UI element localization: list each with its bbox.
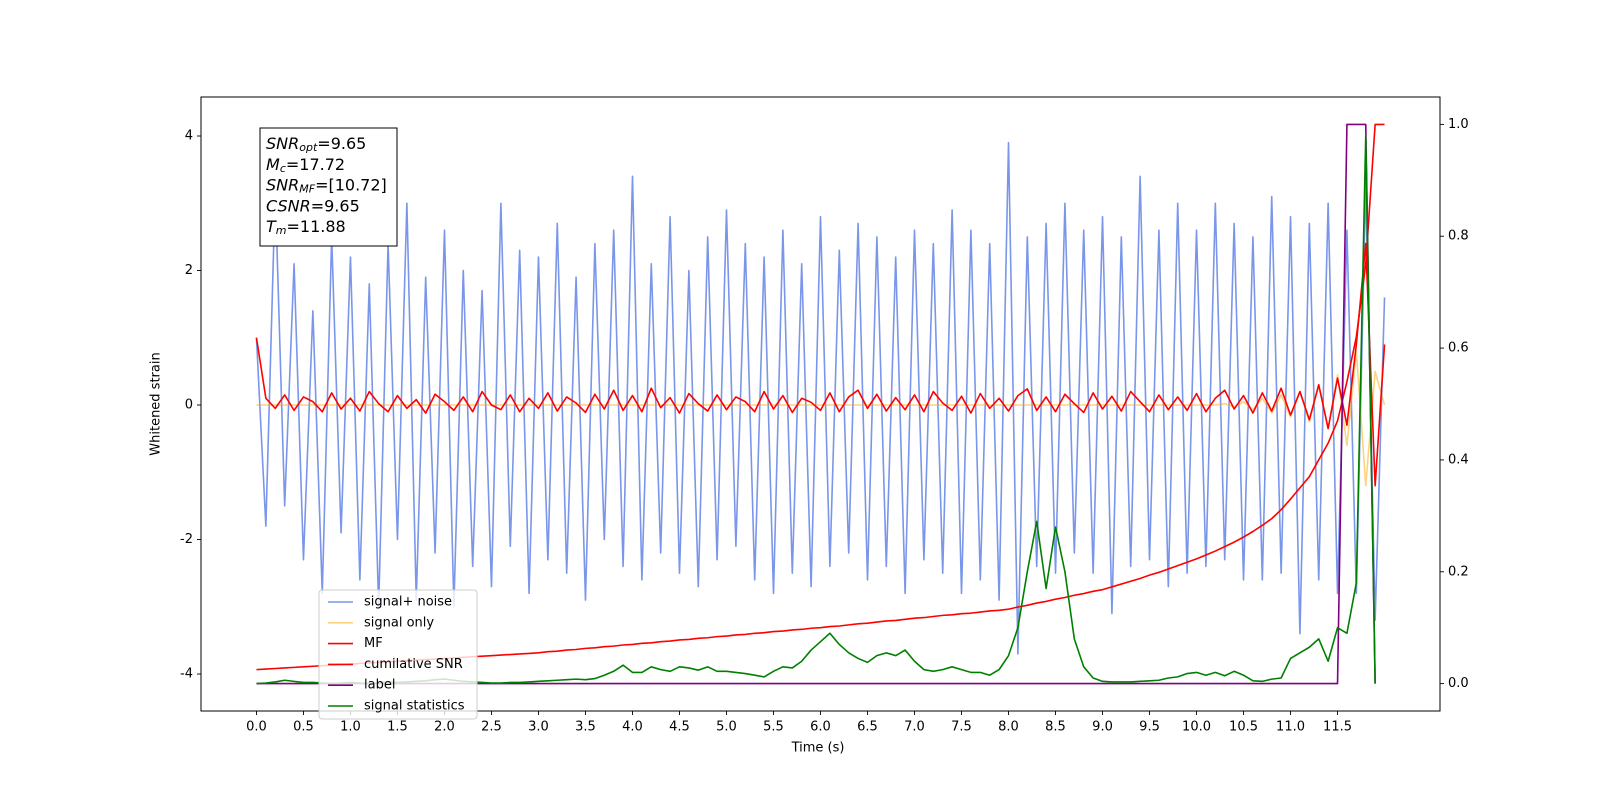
series-line xyxy=(256,350,1386,487)
x-tick-label: 3.0 xyxy=(528,720,549,735)
annotation-frame xyxy=(259,127,398,247)
x-tick-label: 0.5 xyxy=(293,720,314,735)
axes-frame xyxy=(200,96,1441,712)
x-tick-label: 6.5 xyxy=(857,720,878,735)
x-tick-label: 11.5 xyxy=(1323,720,1352,735)
x-tick-label: 2.5 xyxy=(481,720,502,735)
legend-label: MF xyxy=(364,636,383,651)
annotation-text: Tm=11.88 xyxy=(266,217,346,238)
annotation-value: =9.65 xyxy=(311,196,360,215)
x-tick-label: 11.0 xyxy=(1276,720,1305,735)
y-tick-label: -4 xyxy=(180,667,193,682)
annotation-value: =9.65 xyxy=(317,134,366,153)
x-tick-label: 9.5 xyxy=(1139,720,1160,735)
legend-label: cumilative SNR xyxy=(364,657,463,672)
annotation-symbol: T xyxy=(266,217,277,236)
y2-tick-label: 0.2 xyxy=(1448,564,1469,579)
x-tick-label: 2.0 xyxy=(434,720,455,735)
y-tick-label: 2 xyxy=(185,263,193,278)
annotation-symbol: SNR xyxy=(266,175,299,194)
y2-tick-label: 0.8 xyxy=(1448,229,1469,244)
x-tick-label: 7.5 xyxy=(951,720,972,735)
legend-label: signal statistics xyxy=(364,699,465,714)
annotation-value: =[10.72] xyxy=(315,175,387,194)
y-tick-label: -2 xyxy=(180,532,193,547)
x-tick-label: 4.5 xyxy=(669,720,690,735)
y2-tick-label: 0.0 xyxy=(1448,676,1469,691)
x-tick-label: 7.0 xyxy=(904,720,925,735)
annotation-value: =11.88 xyxy=(287,217,346,236)
x-tick-label: 9.0 xyxy=(1092,720,1113,735)
x-tick-label: 5.0 xyxy=(716,720,737,735)
legend: signal+ noise signal only MF cumilative SNR… xyxy=(318,589,478,720)
annotation-text: CSNR=9.65 xyxy=(266,196,360,215)
y-tick-label: 4 xyxy=(185,129,193,144)
legend-frame xyxy=(318,589,478,720)
legend-label: signal+ noise xyxy=(364,595,452,610)
x-tick-label: 8.5 xyxy=(1045,720,1066,735)
x-axis-label: Time (s) xyxy=(791,741,845,756)
annotation-symbol: CSNR xyxy=(266,196,311,215)
x-tick-label: 8.0 xyxy=(998,720,1019,735)
annotation-box: SNRopt=9.65Mc=17.72SNRMF=[10.72]CSNR=9.6… xyxy=(259,127,398,247)
legend-label: label xyxy=(364,678,395,693)
x-tick-label: 10.5 xyxy=(1229,720,1258,735)
y2-tick-label: 0.6 xyxy=(1448,341,1469,356)
series-line xyxy=(255,141,1386,655)
annotation-symbol: M xyxy=(266,154,280,173)
annotation-subscript: MF xyxy=(299,183,315,196)
y2-tick-label: 0.4 xyxy=(1448,452,1469,467)
annotation-subscript: opt xyxy=(299,141,318,154)
y-axis-label: Whitened strain xyxy=(149,352,164,455)
annotation-text: SNRMF=[10.72] xyxy=(266,175,387,196)
annotation-subscript: m xyxy=(276,224,287,237)
x-tick-label: 5.5 xyxy=(763,720,784,735)
legend-label: signal only xyxy=(364,615,434,630)
annotation-value: =17.72 xyxy=(286,154,345,173)
y-tick-label: 0 xyxy=(185,398,193,413)
annotation-subscript: c xyxy=(280,162,286,175)
x-tick-label: 4.0 xyxy=(622,720,643,735)
x-tick-label: 6.0 xyxy=(810,720,831,735)
x-tick-label: 10.0 xyxy=(1182,720,1211,735)
x-tick-label: 1.0 xyxy=(340,720,361,735)
annotation-text: Mc=17.72 xyxy=(266,154,345,175)
series-line xyxy=(255,242,1386,487)
x-tick-label: 1.5 xyxy=(387,720,408,735)
x-tick-label: 0.0 xyxy=(246,720,267,735)
annotation-text: SNRopt=9.65 xyxy=(266,134,366,155)
x-tick-label: 3.5 xyxy=(575,720,596,735)
annotation-symbol: SNR xyxy=(266,134,299,153)
y2-tick-label: 1.0 xyxy=(1448,117,1469,132)
